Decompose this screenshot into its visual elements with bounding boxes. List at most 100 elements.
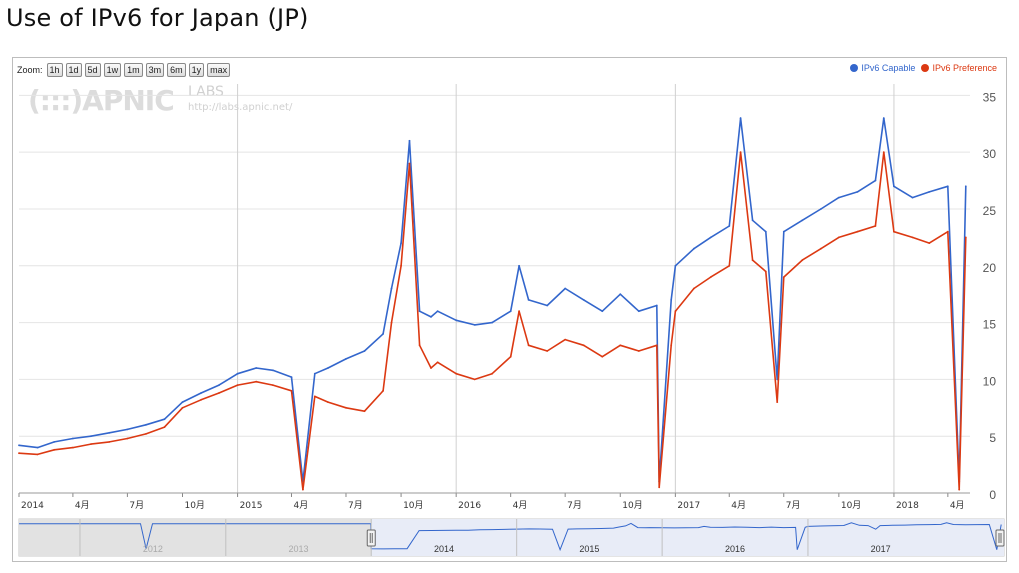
- data-point: [674, 264, 677, 267]
- data-point: [739, 151, 742, 154]
- data-point: [108, 441, 111, 443]
- navigator-year-label: 2016: [725, 544, 745, 554]
- data-point: [408, 139, 411, 142]
- x-tick-label: 7月: [786, 500, 801, 511]
- data-point: [236, 372, 239, 375]
- data-point: [390, 287, 393, 290]
- data-point: [764, 270, 767, 273]
- data-point: [670, 299, 673, 301]
- chart-legend: IPv6 Capable IPv6 Preference: [844, 63, 997, 73]
- zoom-button-max[interactable]: max: [207, 63, 231, 77]
- data-point: [473, 378, 476, 381]
- x-tick-label: 7月: [348, 500, 363, 511]
- x-tick-label: 10月: [184, 500, 204, 511]
- data-point: [728, 225, 731, 227]
- data-point: [882, 117, 885, 119]
- data-point: [874, 179, 877, 182]
- data-point: [418, 310, 421, 313]
- data-point: [782, 276, 785, 278]
- data-point: [693, 287, 695, 290]
- x-tick-label: 2016: [458, 501, 481, 511]
- zoom-button-1h[interactable]: 1h: [46, 63, 63, 77]
- data-point: [739, 117, 742, 119]
- zoom-button-5d[interactable]: 5d: [84, 63, 101, 77]
- y-tick-label: 20: [983, 261, 997, 275]
- data-point: [837, 196, 840, 199]
- x-tick-label: 4月: [75, 500, 90, 511]
- data-point: [382, 389, 384, 392]
- apnic-logo: (:::)APNIC: [28, 84, 175, 117]
- data-point: [564, 287, 567, 290]
- x-tick-label: 2018: [896, 501, 919, 511]
- data-point: [126, 428, 129, 431]
- data-point: [518, 310, 520, 313]
- data-point: [928, 242, 931, 245]
- navigator-left-handle[interactable]: [366, 529, 376, 547]
- data-point: [290, 389, 293, 392]
- data-point: [363, 410, 366, 413]
- data-point: [637, 350, 640, 352]
- data-point: [400, 264, 402, 267]
- data-point: [255, 380, 258, 383]
- x-tick-label: 4月: [950, 500, 965, 511]
- data-point: [655, 304, 658, 307]
- data-point: [837, 236, 840, 239]
- data-point: [782, 230, 785, 233]
- data-point: [527, 299, 530, 301]
- data-point: [619, 344, 622, 347]
- data-point: [145, 433, 147, 435]
- zoom-button-1d[interactable]: 1d: [65, 63, 82, 77]
- data-point: [327, 367, 329, 369]
- data-point: [527, 344, 530, 347]
- data-point: [455, 372, 458, 375]
- data-point: [90, 435, 92, 438]
- navigator-line: [19, 522, 1002, 552]
- data-point: [928, 191, 931, 193]
- x-tick-label: 10月: [841, 500, 861, 511]
- data-point: [509, 355, 512, 358]
- data-point: [36, 453, 39, 456]
- data-point: [751, 259, 754, 261]
- data-point: [582, 299, 585, 301]
- data-point: [53, 441, 56, 443]
- y-tick-label: 25: [983, 204, 997, 218]
- zoom-bar: Zoom: 1h 1d 5d 1w 1m 3m 6m 1y max: [17, 63, 233, 77]
- data-point: [126, 437, 129, 440]
- zoom-button-6m[interactable]: 6m: [167, 63, 186, 77]
- data-point: [345, 358, 347, 360]
- data-point: [958, 488, 961, 491]
- data-point: [658, 486, 661, 489]
- data-point: [390, 321, 393, 324]
- series-line-preference: [18, 151, 967, 491]
- y-tick-label: 35: [983, 90, 997, 104]
- zoom-button-1y[interactable]: 1y: [188, 63, 205, 77]
- data-point: [820, 208, 822, 210]
- data-point: [436, 361, 439, 364]
- data-point: [430, 316, 432, 318]
- navigator-year-label: 2014: [434, 544, 454, 554]
- data-point: [382, 333, 384, 335]
- data-point: [911, 236, 914, 239]
- x-tick-label: 10月: [403, 500, 423, 511]
- data-point: [518, 264, 520, 267]
- x-tick-label: 2017: [677, 501, 700, 511]
- data-point: [693, 247, 695, 250]
- data-point: [302, 488, 304, 491]
- data-point: [363, 350, 366, 352]
- data-point: [455, 319, 458, 322]
- data-point: [946, 230, 949, 233]
- legend-item-capable[interactable]: IPv6 Capable: [850, 63, 915, 73]
- zoom-button-1m[interactable]: 1m: [124, 63, 143, 77]
- data-point: [163, 418, 166, 421]
- zoom-button-1w[interactable]: 1w: [103, 63, 122, 77]
- navigator-unselected-range: [19, 519, 372, 556]
- data-point: [670, 344, 673, 347]
- data-point: [964, 185, 967, 188]
- data-point: [181, 401, 184, 403]
- navigator-right-handle[interactable]: [995, 529, 1005, 547]
- legend-item-preference[interactable]: IPv6 Preference: [921, 63, 997, 73]
- zoom-button-3m[interactable]: 3m: [145, 63, 165, 77]
- data-point: [90, 443, 92, 445]
- data-point: [53, 448, 56, 451]
- data-point: [801, 259, 804, 261]
